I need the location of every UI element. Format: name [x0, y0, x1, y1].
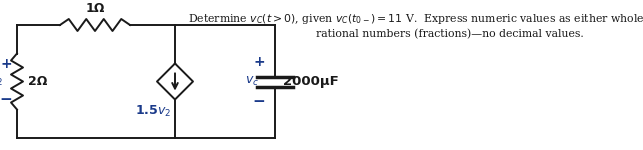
- Text: 2Ω: 2Ω: [28, 75, 48, 88]
- Text: $v_2$: $v_2$: [0, 75, 3, 88]
- Text: +: +: [253, 54, 265, 69]
- Text: 1.5$v_2$: 1.5$v_2$: [135, 103, 171, 119]
- Text: −: −: [252, 94, 265, 109]
- Text: rational numbers (fractions)—no decimal values.: rational numbers (fractions)—no decimal …: [316, 29, 584, 39]
- Text: 1Ω: 1Ω: [86, 2, 105, 15]
- Text: +: +: [1, 57, 12, 70]
- Text: 2000μF: 2000μF: [283, 75, 339, 88]
- Text: $v_c$: $v_c$: [245, 75, 259, 88]
- Text: Determine $v_C(t > 0)$, given $v_C(t_{0-}) = 11$ V.  Express numeric values as e: Determine $v_C(t > 0)$, given $v_C(t_{0-…: [188, 12, 643, 26]
- Text: −: −: [0, 92, 12, 107]
